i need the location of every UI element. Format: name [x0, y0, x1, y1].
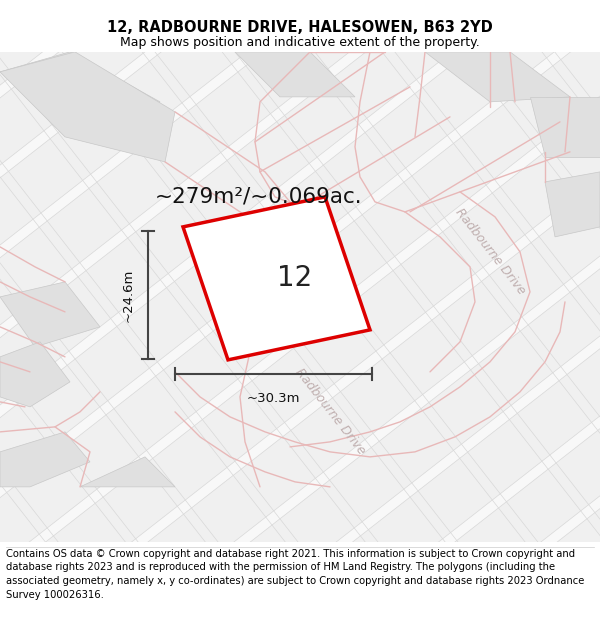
Polygon shape	[0, 52, 160, 137]
Polygon shape	[0, 52, 175, 162]
Polygon shape	[0, 169, 600, 625]
Polygon shape	[0, 0, 482, 177]
Polygon shape	[0, 119, 600, 625]
Polygon shape	[195, 516, 600, 625]
Text: Radbourne Drive: Radbourne Drive	[452, 206, 527, 298]
Polygon shape	[157, 467, 600, 625]
Polygon shape	[0, 0, 600, 574]
Polygon shape	[0, 0, 405, 78]
Polygon shape	[0, 0, 366, 28]
Polygon shape	[235, 52, 355, 97]
Text: Contains OS data © Crown copyright and database right 2021. This information is : Contains OS data © Crown copyright and d…	[6, 549, 584, 599]
Text: 12: 12	[277, 264, 312, 292]
Polygon shape	[0, 0, 600, 376]
Polygon shape	[0, 432, 90, 487]
Polygon shape	[545, 172, 600, 237]
Polygon shape	[0, 20, 600, 625]
Polygon shape	[425, 52, 570, 102]
Polygon shape	[1, 268, 600, 625]
Polygon shape	[0, 0, 600, 524]
Polygon shape	[272, 616, 600, 625]
Polygon shape	[0, 52, 600, 542]
Text: ~24.6m: ~24.6m	[122, 268, 135, 321]
Text: ~30.3m: ~30.3m	[247, 392, 300, 405]
Text: Radbourne Drive: Radbourne Drive	[292, 366, 368, 458]
Polygon shape	[118, 417, 600, 625]
Polygon shape	[80, 457, 175, 487]
Polygon shape	[0, 69, 600, 625]
Polygon shape	[79, 368, 600, 625]
Polygon shape	[0, 282, 100, 347]
Polygon shape	[0, 0, 521, 226]
Polygon shape	[0, 0, 599, 326]
Polygon shape	[0, 0, 600, 425]
Polygon shape	[183, 197, 370, 360]
Polygon shape	[0, 218, 600, 625]
Polygon shape	[0, 0, 600, 474]
Text: 12, RADBOURNE DRIVE, HALESOWEN, B63 2YD: 12, RADBOURNE DRIVE, HALESOWEN, B63 2YD	[107, 19, 493, 34]
Polygon shape	[0, 0, 560, 276]
Polygon shape	[40, 318, 600, 625]
Text: Map shows position and indicative extent of the property.: Map shows position and indicative extent…	[120, 36, 480, 49]
Polygon shape	[0, 342, 70, 407]
Text: ~279m²/~0.069ac.: ~279m²/~0.069ac.	[155, 187, 362, 207]
Polygon shape	[234, 566, 600, 625]
Polygon shape	[530, 97, 600, 157]
Polygon shape	[0, 0, 443, 127]
